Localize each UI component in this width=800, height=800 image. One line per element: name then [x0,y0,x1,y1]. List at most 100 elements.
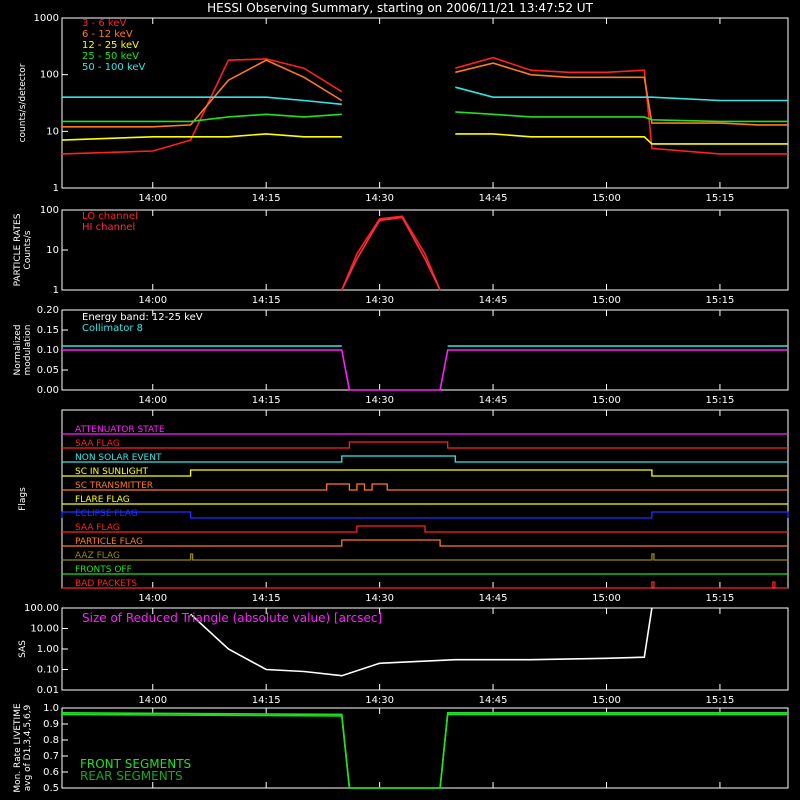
y-axis-label: SAS [18,640,28,658]
legend-entry: 50 - 100 keV [82,62,146,73]
flag-label: PARTICLE FLAG [75,537,143,547]
flag-label: AAZ FLAG [75,551,120,561]
time-tick-label: 14:15 [252,395,281,406]
flag-label: FRONTS OFF [75,565,132,575]
y-tick-label: 1 [53,285,59,296]
y-axis-label-line: Mon. Rate LIVETIME [13,703,23,793]
y-tick-label: 10 [46,245,59,256]
series-line-25 - 50 keV [62,111,788,123]
y-tick-label: 0.7 [43,751,59,762]
y-axis-label: PARTICLE RATES Counts/s [13,213,33,286]
legend-entry: LO channel [82,211,138,222]
legend-entry: 3 - 6 keV [82,18,126,29]
y-axis-label: counts/s/detector [18,63,28,142]
y-tick-label: 100 [40,205,59,216]
time-tick-label: 15:15 [706,593,735,604]
y-tick-label: 1.0 [43,703,59,714]
flag-line [62,441,788,449]
y-axis-label-line: counts/s/detector [18,63,28,142]
y-tick-label: 0.00 [37,385,59,396]
y-tick-label: 0.9 [43,719,59,730]
flag-label: BAD PACKETS [75,579,137,589]
time-tick-label: 14:00 [138,295,167,306]
series-line-50 - 100 keV [62,86,788,106]
figure-title: HESSI Observing Summary, starting on 200… [207,1,593,15]
y-tick-label: 0.8 [43,735,59,746]
time-tick-label: 14:15 [252,593,281,604]
y-axis-label-line: Normalized [13,324,23,375]
flag-label: SAA FLAG [75,523,120,533]
flag-line [62,469,788,477]
time-tick-label: 15:00 [592,593,621,604]
y-axis-label-line: SAS [18,640,28,658]
flag-label: SC TRANSMITTER [75,481,153,491]
time-tick-label: 15:00 [592,193,621,204]
time-tick-label: 14:30 [365,593,394,604]
panel-5: 14:00 14:15 14:30 14:45 15:00 15:15 0.01 0.10 1.… [18,603,789,706]
y-tick-label: 0.5 [43,783,59,794]
flag-line [61,511,789,519]
y-tick-label: 0.05 [37,365,59,376]
time-tick-label: 14:00 [138,593,167,604]
time-tick-label: 14:45 [479,695,508,706]
time-tick-label: 15:15 [706,395,735,406]
time-tick-label: 14:15 [252,695,281,706]
time-tick-label: 14:45 [479,295,508,306]
time-tick-label: 14:00 [138,695,167,706]
flag-line [62,455,788,463]
flag-label: SAA FLAG [75,439,120,449]
y-tick-label: 100 [40,70,59,81]
time-tick-label: 14:00 [138,193,167,204]
y-axis-label: Mon. Rate LIVETIME avg of D1,3,4,5,6,9 [13,703,33,793]
y-axis-label-line: Flags [18,487,28,511]
time-tick-label: 14:30 [365,395,394,406]
time-tick-label: 14:30 [365,193,394,204]
y-tick-label: 0.01 [37,685,59,696]
legend-entry: 6 - 12 keV [82,29,133,40]
time-tick-label: 14:45 [479,193,508,204]
y-tick-label: 1000 [34,13,59,24]
time-tick-label: 14:15 [252,295,281,306]
y-axis-label-line: modulation [23,325,33,376]
series-line-HI channel [341,216,441,291]
legend-entry: FRONT SEGMENTS [80,757,191,771]
time-tick-label: 14:45 [479,395,508,406]
flag-line [62,581,788,589]
legend-entry: HI channel [82,222,135,233]
y-tick-label: 1.00 [37,644,59,655]
series-line-3 - 6 keV [61,56,788,155]
flag-label: NON SOLAR EVENT [75,453,162,463]
time-tick-label: 15:15 [706,295,735,306]
panel-frame [61,209,789,291]
legend-entry: 12 - 25 keV [82,40,139,51]
flag-line [62,525,788,533]
panel-1: 14:00 14:15 14:30 14:45 15:00 15:15 1 10 100 1000… [18,13,789,204]
time-tick-label: 14:30 [365,695,394,706]
series-line-REAR SEGMENTS [61,713,788,789]
y-axis-label-line: PARTICLE RATES [13,213,23,286]
panel-frame [61,17,789,189]
flag-label: SC IN SUNLIGHT [75,467,149,477]
flag-label: ATTENUATOR STATE [75,425,165,435]
flag-line [62,553,788,561]
legend-entry: Energy band: 12-25 keV [82,312,203,323]
time-tick-label: 15:15 [706,695,735,706]
y-tick-label: 0.10 [37,665,59,676]
y-axis-label-line: avg of D1,3,4,5,6,9 [23,704,33,791]
y-axis-label: Flags [18,487,28,511]
y-tick-label: 0.10 [37,345,59,356]
time-tick-label: 15:00 [592,695,621,706]
time-tick-label: 15:15 [706,193,735,204]
y-tick-label: 100.00 [24,603,59,614]
legend-entry: REAR SEGMENTS [80,769,183,783]
series-line-Energy band: 12-25 keV [62,349,788,391]
time-tick-label: 14:00 [138,395,167,406]
y-tick-label: 10 [46,126,59,137]
series-line-6 - 12 keV [62,59,788,128]
y-tick-label: 0.6 [43,767,59,778]
panel-3: 14:00 14:15 14:30 14:45 15:00 15:15 0.00 0.05 0.… [13,305,789,406]
panel-frame [61,409,789,589]
flag-line [62,539,788,547]
